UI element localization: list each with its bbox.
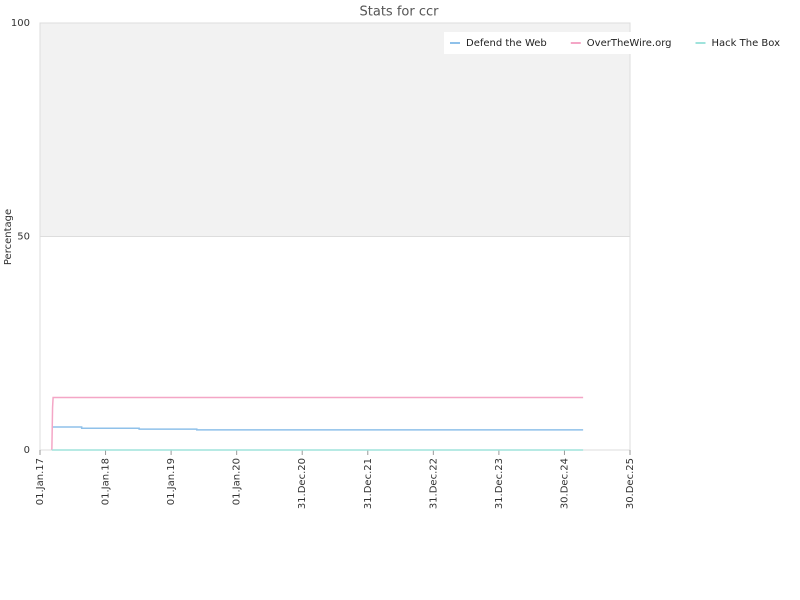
series-line (51, 396, 584, 451)
x-tick-label: 31.Dec.20 (297, 458, 308, 509)
y-tick-label: 0 (24, 445, 30, 456)
x-tick-label: 30.Dec.24 (559, 458, 570, 509)
legend-label: Defend the Web (466, 38, 547, 49)
legend-label: OverTheWire.org (587, 38, 672, 49)
x-tick-label: 01.Jan.19 (166, 458, 177, 505)
x-tick-label: 01.Jan.20 (232, 458, 243, 505)
legend-box (444, 32, 786, 54)
plot-band (40, 23, 630, 237)
legend-item: OverTheWire.org (570, 38, 672, 49)
x-tick-label: 31.Dec.23 (494, 458, 505, 509)
legend-item: Hack The Box (695, 38, 781, 49)
x-tick-label: 30.Dec.25 (625, 458, 636, 509)
legend: Defend the Web OverTheWire.org Hack The Bo… (444, 32, 786, 54)
series-line (51, 426, 584, 431)
chart-title: Stats for ccr (360, 5, 440, 20)
y-tick-label: 50 (17, 232, 30, 243)
x-tick-label: 01.Jan.17 (35, 458, 46, 505)
x-tick-label: 01.Jan.18 (101, 458, 112, 505)
x-tick-label: 31.Dec.22 (428, 458, 439, 509)
y-tick-label: 100 (11, 18, 30, 29)
legend-label: Hack The Box (712, 38, 781, 49)
plot-band (40, 236, 630, 450)
legend-item: Defend the Web (450, 38, 547, 49)
y-axis-label: Percentage (3, 209, 14, 265)
x-tick-label: 31.Dec.21 (363, 458, 374, 509)
